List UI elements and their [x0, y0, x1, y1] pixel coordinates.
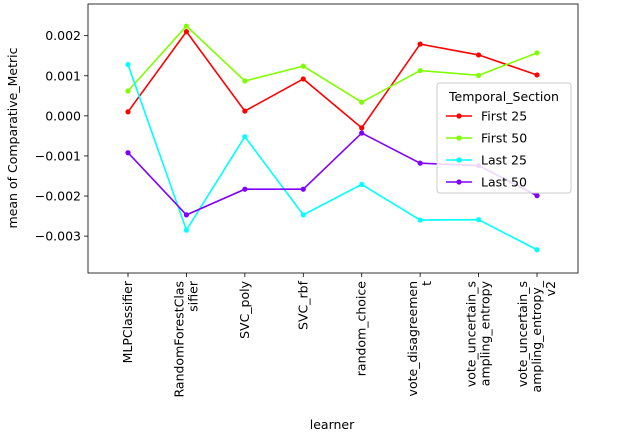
- legend-box: [436, 82, 572, 194]
- legend: Temporal_Section First 25 First 50 Last 25 L…: [436, 82, 572, 194]
- data-point: [359, 99, 365, 105]
- data-point: [417, 41, 423, 47]
- data-point: [475, 52, 482, 58]
- x-axis-label: learner: [310, 417, 355, 432]
- x-tick-label: MLPClassifier: [120, 280, 135, 363]
- data-point: [242, 186, 248, 192]
- legend-entry-label: First 50: [481, 131, 527, 146]
- series-line: [127, 30, 538, 130]
- data-point: [125, 88, 131, 94]
- data-point: [359, 130, 365, 136]
- data-point: [417, 160, 423, 166]
- x-tick-label: vote_disagreement: [405, 281, 434, 397]
- y-axis: −0.003 −0.002 −0.001 0.000 0.001 0.002: [35, 28, 88, 244]
- data-point: [534, 193, 540, 199]
- series-lines: [125, 23, 540, 253]
- data-point: [534, 247, 540, 253]
- x-tick-label: SVC_poly: [237, 280, 252, 339]
- data-point: [125, 109, 131, 115]
- data-point: [417, 67, 423, 74]
- y-tick-label: 0.001: [45, 68, 81, 83]
- y-tick-label: −0.003: [35, 229, 81, 244]
- legend-swatch-marker: [456, 157, 462, 163]
- data-point: [183, 212, 190, 218]
- data-point: [183, 23, 190, 29]
- data-point: [125, 150, 131, 156]
- x-tick-label: vote_uncertain_sampling_entropy: [464, 280, 493, 387]
- data-point: [242, 108, 248, 114]
- x-axis: MLPClassifier RandomForestClassifier SVC_p…: [120, 273, 558, 398]
- x-tick-label: RandomForestClassifier: [171, 280, 200, 397]
- series-line: [127, 64, 538, 251]
- legend-entry-label: Last 50: [481, 175, 527, 190]
- data-point: [242, 134, 248, 140]
- y-tick-label: −0.002: [35, 189, 81, 204]
- data-point: [359, 125, 365, 131]
- data-point: [242, 78, 248, 84]
- data-point: [300, 212, 306, 218]
- x-tick-label: SVC_rbf: [295, 280, 310, 330]
- data-point: [417, 217, 423, 223]
- data-point: [300, 186, 306, 192]
- x-tick-label: vote_uncertain_sampling_entropy_v2: [515, 280, 558, 392]
- y-axis-label: mean of Comparative_Metric: [5, 47, 20, 228]
- data-point: [475, 217, 482, 223]
- data-point: [300, 63, 306, 69]
- data-point: [183, 29, 190, 35]
- y-tick-label: 0.002: [45, 28, 81, 43]
- y-tick-label: −0.001: [35, 148, 81, 163]
- legend-entry-label: First 25: [481, 109, 527, 124]
- data-point: [300, 76, 306, 82]
- legend-swatch-marker: [456, 113, 462, 119]
- data-point: [125, 61, 131, 68]
- data-point: [534, 50, 540, 56]
- series-line: [127, 24, 538, 104]
- legend-swatch-marker: [456, 179, 462, 185]
- data-point: [534, 72, 540, 78]
- y-tick-label: 0.000: [45, 108, 81, 123]
- data-point: [183, 227, 190, 233]
- legend-title: Temporal_Section: [448, 89, 559, 104]
- legend-entry-label: Last 25: [481, 153, 527, 168]
- data-point: [475, 72, 482, 78]
- data-point: [359, 181, 365, 188]
- x-tick-label: random_choice: [354, 281, 369, 377]
- legend-swatch-marker: [456, 135, 462, 141]
